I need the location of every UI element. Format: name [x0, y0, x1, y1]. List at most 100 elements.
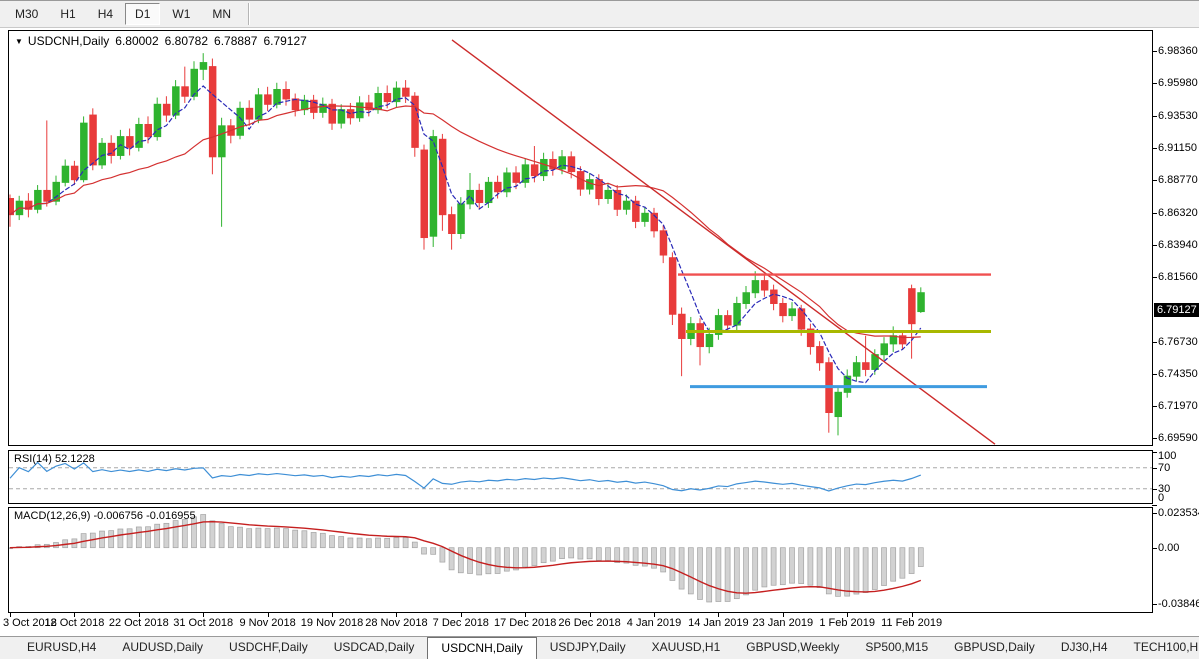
rsi-axis-label: 70	[1158, 461, 1171, 474]
rsi-axis-label: 0	[1158, 492, 1165, 504]
symbol-tabbar: EURUSD,H4 AUDUSD,Daily USDCHF,Daily USDCAD,…	[0, 636, 1199, 659]
tab-gbpusd-daily[interactable]: GBPUSD,Daily	[954, 640, 1035, 654]
price-axis-tick	[1152, 180, 1157, 182]
date-axis-label: 17 Dec 2018	[493, 617, 557, 629]
timeframe-button-h1[interactable]: H1	[60, 7, 76, 21]
timeframe-button-w1[interactable]: W1	[172, 7, 191, 21]
current-price-tag: 6.79127	[1154, 302, 1199, 317]
price-axis-tick	[1152, 277, 1157, 279]
price-axis-label: 6.95980	[1158, 76, 1198, 89]
symbol-dropdown-icon[interactable]: ▼	[15, 37, 23, 46]
date-axis-label: 31 Oct 2018	[173, 617, 234, 629]
tab-sp500-m15[interactable]: SP500,M15	[865, 640, 929, 654]
price-axis-tick	[1152, 83, 1157, 85]
rsi-axis-tick	[1152, 467, 1157, 469]
price-axis-label: 6.83940	[1158, 238, 1198, 251]
date-axis-label: 23 Jan 2019	[752, 617, 814, 629]
price-axis-tick	[1152, 245, 1157, 247]
date-axis-label: 22 Oct 2018	[108, 617, 169, 629]
chart-symbol-label: USDCNH,Daily	[27, 34, 110, 48]
price-axis-label: 6.93530	[1158, 109, 1198, 122]
date-axis-tick	[267, 613, 269, 617]
rsi-axis-tick	[1152, 452, 1157, 453]
tab-gbpusd-weekly[interactable]: GBPUSD,Weekly	[746, 640, 840, 654]
rsi-label: RSI(14) 52.1228	[14, 453, 95, 465]
macd-label: MACD(12,26,9) -0.006756 -0.016955	[14, 510, 196, 522]
date-axis-label: 28 Nov 2018	[365, 617, 428, 629]
price-chart-canvas[interactable]	[9, 31, 1152, 445]
timeframe-button-h4[interactable]: H4	[97, 7, 114, 21]
price-axis-tick	[1152, 148, 1157, 150]
ohlc-high: 6.80782	[164, 34, 209, 48]
price-axis-label: 6.86320	[1158, 206, 1198, 219]
date-axis-tick	[782, 613, 784, 617]
tab-usdchf-daily[interactable]: USDCHF,Daily	[229, 640, 308, 654]
date-axis-tick	[654, 613, 655, 617]
date-axis-tick	[10, 613, 11, 617]
price-axis-tick	[1152, 406, 1157, 408]
date-axis-tick	[460, 613, 462, 617]
date-axis-tick	[138, 613, 140, 617]
price-pane[interactable]: ▼ USDCNH,Daily 6.80002 6.80782 6.78887 6.7912…	[8, 30, 1153, 446]
timeframe-button-mn[interactable]: MN	[212, 7, 232, 21]
tab-audusd-daily[interactable]: AUDUSD,Daily	[122, 640, 204, 654]
rsi-axis-tick	[1152, 488, 1157, 490]
toolbar-separator	[248, 3, 251, 25]
date-axis-tick	[525, 613, 527, 617]
macd-axis-label: 0.00	[1158, 541, 1180, 554]
date-axis-label: 14 Jan 2019	[688, 617, 749, 629]
date-axis-label: 4 Jan 2019	[626, 617, 682, 629]
rsi-axis-tick	[1152, 504, 1157, 506]
tab-eurusd-h4[interactable]: EURUSD,H4	[27, 640, 97, 654]
date-axis-tick	[74, 613, 76, 617]
date-axis-label: 26 Dec 2018	[558, 617, 621, 629]
date-axis-tick	[332, 613, 333, 617]
price-axis-label: 6.98360	[1158, 44, 1198, 57]
date-axis-label: 19 Nov 2018	[300, 617, 364, 629]
date-axis-tick	[847, 613, 849, 617]
price-axis-tick	[1152, 342, 1157, 344]
rsi-axis-label: 30	[1158, 482, 1171, 495]
date-axis-tick	[396, 613, 398, 617]
rsi-chart-canvas[interactable]	[9, 451, 1152, 503]
date-axis-label: 11 Feb 2019	[881, 617, 943, 629]
price-axis-label: 6.91150	[1158, 141, 1197, 154]
price-axis-tick	[1152, 374, 1157, 376]
macd-chart-canvas[interactable]	[9, 508, 1152, 612]
date-axis-tick	[203, 613, 205, 617]
timeframe-button-d1[interactable]: D1	[125, 3, 161, 25]
tab-xauusd-h1[interactable]: XAUUSD,H1	[651, 640, 721, 654]
rsi-axis-label: 100	[1158, 450, 1177, 462]
macd-axis-tick	[1152, 604, 1157, 606]
price-axis-label: 6.81560	[1158, 270, 1198, 283]
date-axis-label: 7 Dec 2018	[432, 617, 489, 629]
ohlc-open: 6.80002	[115, 34, 159, 48]
date-axis-tick	[589, 613, 591, 617]
ohlc-low: 6.78887	[214, 34, 258, 48]
price-axis-label: 6.88770	[1158, 173, 1198, 186]
timeframe-toolbar: M30 H1 H4 D1 W1 MN	[0, 0, 1199, 28]
rsi-pane[interactable]: RSI(14) 52.1228	[8, 450, 1153, 504]
price-axis-tick	[1152, 438, 1157, 440]
ohlc-close: 6.79127	[263, 34, 307, 48]
macd-axis-label: 0.023534	[1158, 507, 1199, 519]
date-axis-label: 1 Feb 2019	[819, 617, 876, 629]
price-axis-label: 6.74350	[1158, 367, 1198, 380]
price-axis-label: 6.71970	[1158, 399, 1198, 412]
date-axis-tick	[911, 613, 913, 617]
macd-pane[interactable]: MACD(12,26,9) -0.006756 -0.016955	[8, 507, 1153, 613]
chart-title: ▼ USDCNH,Daily 6.80002 6.80782 6.78887 6.7912…	[15, 34, 307, 48]
timeframe-button-m30[interactable]: M30	[15, 7, 39, 21]
tab-usdcad-daily[interactable]: USDCAD,Daily	[333, 640, 415, 654]
macd-axis-tick	[1152, 547, 1157, 549]
tab-usdjpy-daily[interactable]: USDJPY,Daily	[549, 640, 626, 654]
date-axis-label: 9 Nov 2018	[239, 617, 296, 629]
tab-tech100-h1[interactable]: TECH100,H1	[1133, 640, 1199, 654]
price-axis-tick	[1152, 213, 1157, 215]
date-axis-label: 3 Oct 2018	[3, 617, 57, 629]
tab-usdcnh-daily[interactable]: USDCNH,Daily	[427, 637, 537, 659]
price-axis-label: 6.76730	[1158, 335, 1198, 348]
date-axis-label: 12 Oct 2018	[44, 617, 105, 629]
tab-dj30-h4[interactable]: DJ30,H4	[1060, 640, 1108, 654]
